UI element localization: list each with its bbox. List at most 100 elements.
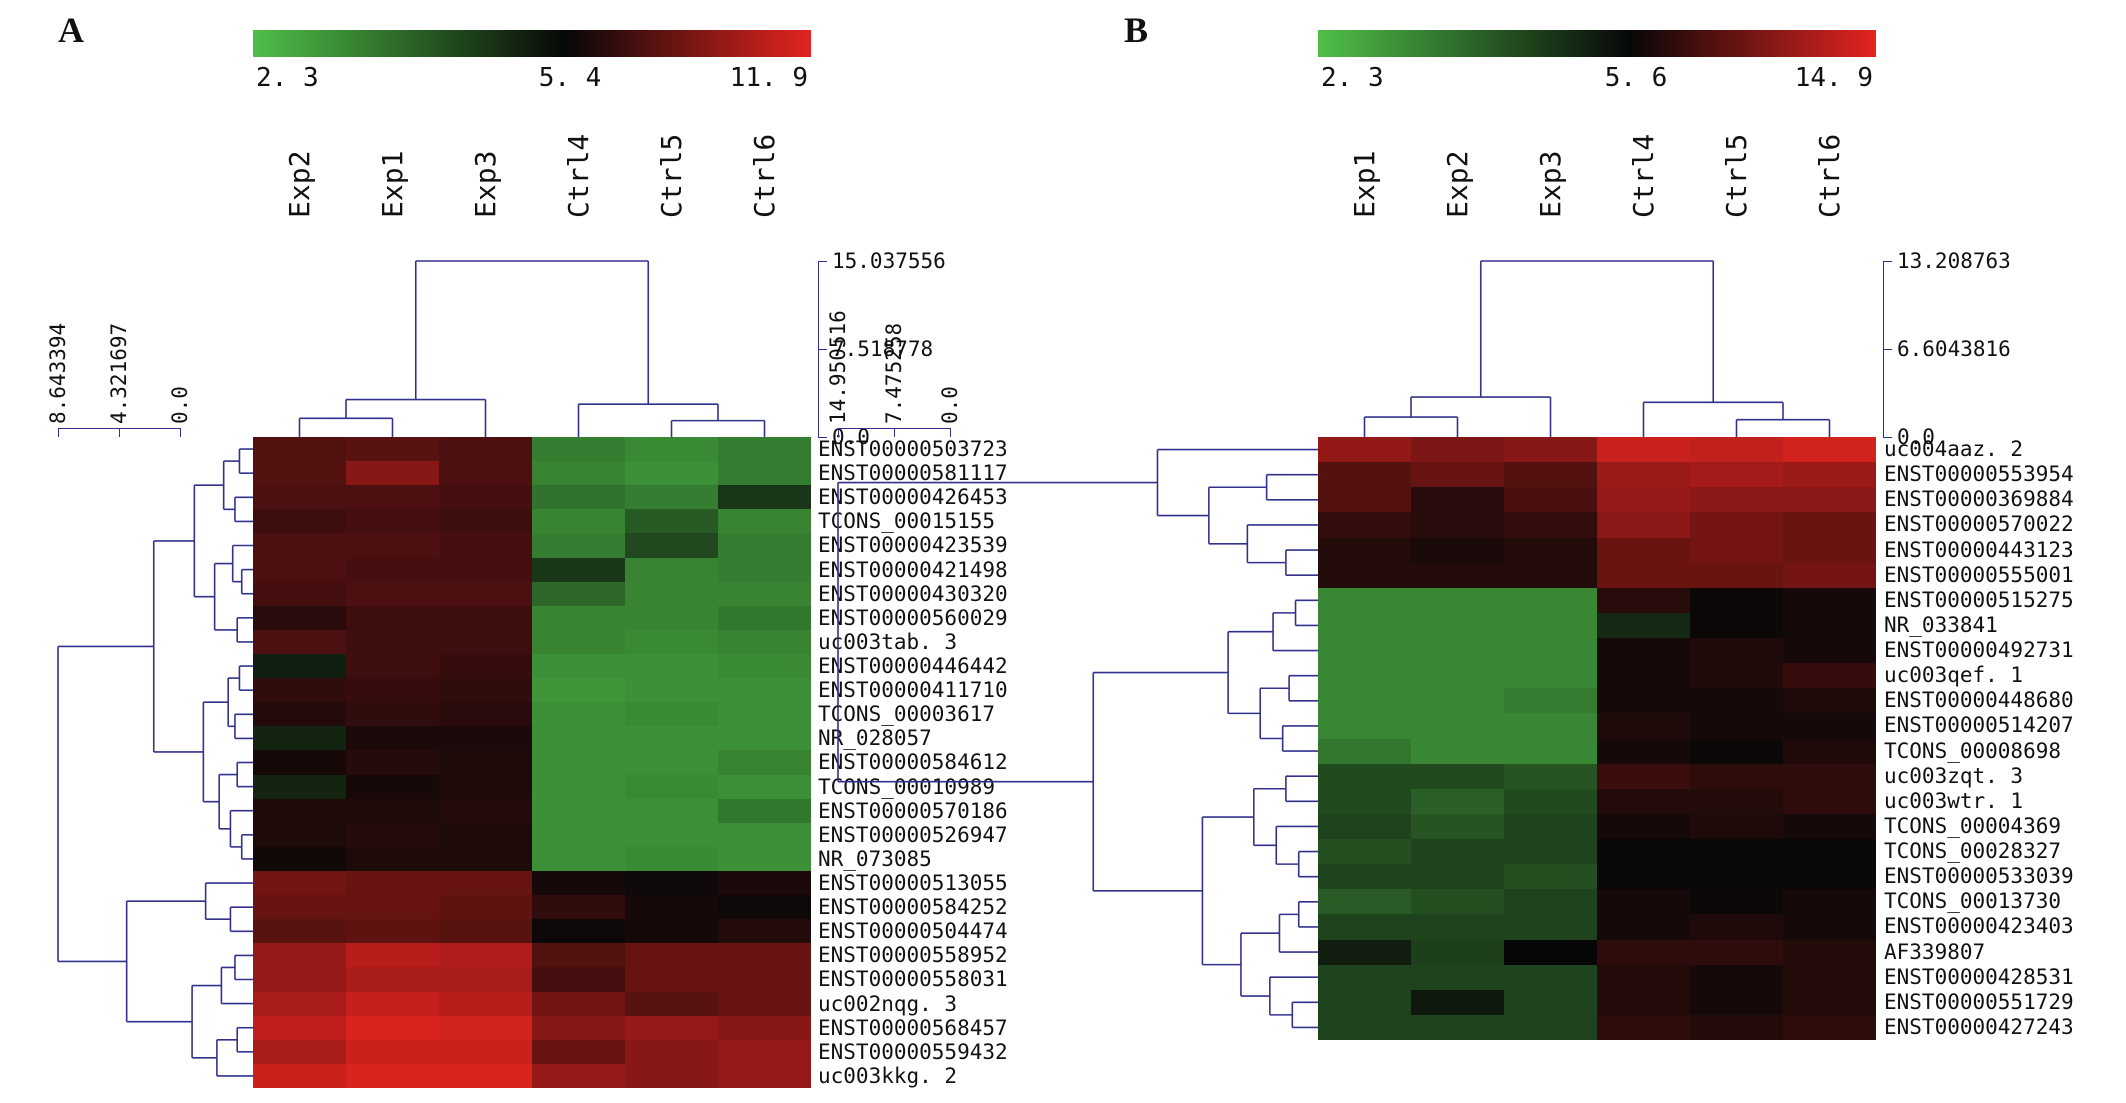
heatmap-cell xyxy=(718,870,811,896)
heatmap-cell xyxy=(1690,788,1783,814)
column-label: Ctrl6 xyxy=(747,133,781,218)
heatmap-cell xyxy=(1690,813,1783,839)
heatmap-cell xyxy=(439,822,532,847)
col-dendrogram-scale-label: 6.6043816 xyxy=(1897,337,2011,361)
heatmap-cell xyxy=(625,822,718,847)
heatmap-cell xyxy=(625,605,718,630)
heatmap-cell xyxy=(346,919,439,944)
col-dendrogram-scale-tick xyxy=(818,437,827,438)
heatmap-cell xyxy=(253,485,346,510)
heatmap-cell xyxy=(439,870,532,896)
heatmap-cell xyxy=(253,774,346,799)
heatmap-cell xyxy=(346,967,439,992)
heatmap-cell xyxy=(1783,864,1876,890)
heatmap-cell xyxy=(625,678,718,703)
heatmap-cell xyxy=(1504,989,1597,1015)
heatmap-cell xyxy=(253,629,346,654)
heatmap-cell xyxy=(1318,587,1411,613)
heatmap-cell xyxy=(1690,939,1783,965)
heatmap-cell xyxy=(1318,713,1411,739)
heatmap-cell xyxy=(1783,914,1876,940)
col-dendrogram-scale-label: 0.0 xyxy=(832,425,870,449)
heatmap-cell xyxy=(1504,462,1597,488)
column-label: Ctrl4 xyxy=(561,133,595,218)
heatmap-cell xyxy=(346,774,439,799)
row-dendrogram-scale-tick xyxy=(180,428,181,437)
heatmap-cell xyxy=(532,581,625,606)
heatmap-cell xyxy=(1783,688,1876,714)
heatmap-cell xyxy=(1318,989,1411,1015)
heatmap-cell xyxy=(1783,537,1876,563)
heatmap-cell xyxy=(532,943,625,968)
heatmap-cell xyxy=(532,750,625,775)
col-dendrogram-scale-tick xyxy=(818,349,827,350)
heatmap-cell xyxy=(439,895,532,920)
row-label: ENST00000446442 xyxy=(818,654,1008,678)
row-label: ENST00000428531 xyxy=(1884,964,2074,989)
heatmap-cell xyxy=(625,726,718,751)
column-label: Ctrl5 xyxy=(1719,133,1753,218)
heatmap-cell xyxy=(532,653,625,679)
heatmap-cell xyxy=(253,967,346,992)
row-label: ENST00000584612 xyxy=(818,750,1008,775)
heatmap-cell xyxy=(625,557,718,582)
column-label: Exp3 xyxy=(1533,150,1567,218)
heatmap-cell xyxy=(253,750,346,775)
heatmap-cell xyxy=(718,605,811,630)
heatmap-cell xyxy=(346,870,439,896)
heatmap-cell xyxy=(625,653,718,679)
heatmap-cell xyxy=(1783,738,1876,764)
heatmap-cell xyxy=(1318,437,1411,463)
heatmap-cell xyxy=(1690,537,1783,563)
heatmap-cell xyxy=(1597,989,1690,1015)
heatmap-cell xyxy=(253,533,346,558)
col-dendrogram-scale-tick xyxy=(1883,349,1892,350)
heatmap-cell xyxy=(1318,612,1411,638)
heatmap-cell xyxy=(439,919,532,944)
heatmap-cell xyxy=(1783,889,1876,915)
row-label: ENST00000559432 xyxy=(818,1039,1008,1064)
heatmap-cell xyxy=(439,702,532,727)
heatmap-cell xyxy=(625,750,718,775)
heatmap-cell xyxy=(253,846,346,871)
heatmap-cell xyxy=(1783,562,1876,588)
heatmap-cell xyxy=(439,750,532,775)
heatmap-cell xyxy=(1318,939,1411,965)
heatmap-cell xyxy=(1783,587,1876,613)
heatmap-cell xyxy=(532,678,625,703)
heatmap-cell xyxy=(253,581,346,606)
heatmap-cell xyxy=(1504,914,1597,940)
row-dendrogram-scale-label: 7.475258 xyxy=(882,322,906,424)
heatmap-cell xyxy=(1504,638,1597,664)
heatmap-cell xyxy=(1318,889,1411,915)
heatmap-cell xyxy=(346,726,439,751)
heatmap-cell xyxy=(1411,512,1504,538)
heatmap-cell xyxy=(1411,788,1504,814)
row-label: TCONS_00013730 xyxy=(1884,889,2062,914)
col-dendrogram-scale-tick xyxy=(818,261,827,262)
row-label: TCONS_00004369 xyxy=(1884,813,2062,838)
heatmap-cell xyxy=(532,991,625,1016)
heatmap-cell xyxy=(1597,688,1690,714)
heatmap-cell xyxy=(625,991,718,1016)
heatmap-cell xyxy=(1690,839,1783,865)
heatmap-cell xyxy=(439,774,532,799)
row-label: ENST00000526947 xyxy=(818,822,1008,847)
row-label: ENST00000553954 xyxy=(1884,462,2074,487)
heatmap-cell xyxy=(718,991,811,1016)
heatmap-cell xyxy=(718,1063,811,1088)
row-label: ENST00000533039 xyxy=(1884,864,2074,889)
heatmap-cell xyxy=(1504,537,1597,563)
heatmap-cell xyxy=(346,846,439,871)
heatmap-cell xyxy=(1411,813,1504,839)
heatmap-cell xyxy=(532,1039,625,1064)
heatmap-cell xyxy=(1690,512,1783,538)
heatmap-cell xyxy=(1318,537,1411,563)
col-dendrogram-scale-tick xyxy=(1883,261,1892,262)
heatmap-cell xyxy=(718,943,811,968)
heatmap-cell xyxy=(625,895,718,920)
heatmap-cell xyxy=(253,726,346,751)
heatmap-cell xyxy=(532,533,625,558)
